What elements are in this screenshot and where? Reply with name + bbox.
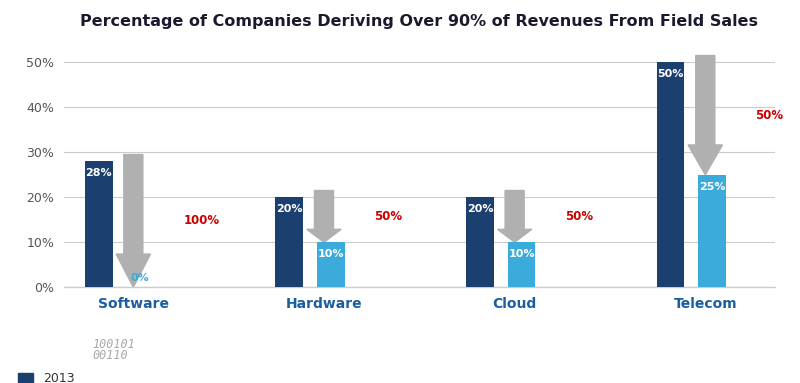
Bar: [85, 161, 113, 287]
Text: 10%: 10%: [508, 249, 535, 259]
Bar: [657, 62, 685, 287]
Bar: [275, 197, 303, 287]
Text: 50%: 50%: [374, 210, 402, 223]
Text: 10%: 10%: [318, 249, 344, 259]
Text: 50%: 50%: [565, 210, 593, 223]
FancyArrow shape: [116, 154, 150, 287]
Text: 50%: 50%: [658, 69, 684, 79]
Text: 100101: 100101: [92, 338, 134, 351]
Bar: [698, 175, 726, 287]
Text: 20%: 20%: [466, 204, 494, 214]
FancyArrow shape: [307, 190, 341, 242]
Text: 28%: 28%: [86, 168, 112, 178]
Bar: [508, 242, 535, 287]
Text: 100%: 100%: [183, 214, 220, 228]
FancyArrow shape: [498, 190, 532, 242]
Title: Percentage of Companies Deriving Over 90% of Revenues From Field Sales: Percentage of Companies Deriving Over 90…: [80, 14, 758, 29]
Legend: 2013, 2015: 2013, 2015: [14, 367, 80, 383]
Text: 20%: 20%: [276, 204, 302, 214]
Bar: [466, 197, 494, 287]
Bar: [317, 242, 345, 287]
Text: 50%: 50%: [755, 109, 784, 122]
Text: 00110: 00110: [92, 349, 128, 362]
FancyArrow shape: [688, 56, 722, 175]
Text: 25%: 25%: [699, 182, 726, 192]
Text: 0%: 0%: [131, 273, 150, 283]
